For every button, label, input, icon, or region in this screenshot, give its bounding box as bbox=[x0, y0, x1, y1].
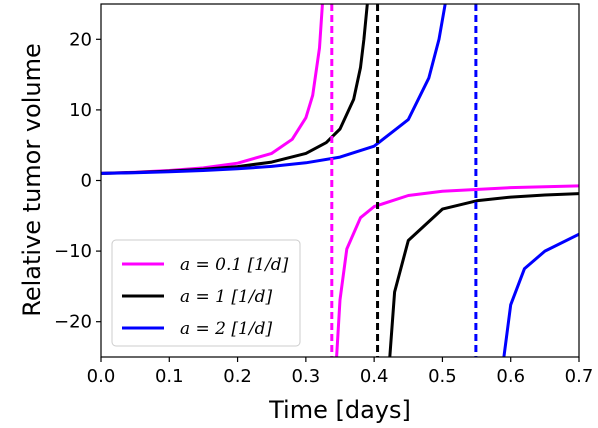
y-tick-label: 0 bbox=[81, 171, 92, 192]
series-1-branch-0 bbox=[101, 4, 369, 175]
asymptote-layer bbox=[330, 4, 478, 357]
x-tick-label: 0.1 bbox=[155, 366, 184, 387]
series-0-branch-1 bbox=[335, 184, 579, 357]
x-tick-label: 0.2 bbox=[223, 366, 252, 387]
x-tick-label: 0.0 bbox=[87, 366, 116, 387]
legend-label-0: a = 0.1 [1/d] bbox=[180, 255, 289, 275]
x-tick-label: 0.7 bbox=[565, 366, 594, 387]
y-tick-label: 20 bbox=[69, 29, 92, 50]
series-2-branch-1 bbox=[502, 232, 579, 357]
legend-label-1: a = 1 [1/d] bbox=[180, 287, 272, 307]
series-2-branch-0 bbox=[101, 4, 447, 175]
x-tick-label: 0.5 bbox=[428, 366, 457, 387]
y-tick-label: −20 bbox=[54, 312, 92, 333]
y-axis: −20 −10 0 10 20 bbox=[54, 29, 101, 333]
x-axis-label: Time [days] bbox=[268, 396, 411, 424]
y-tick-label: −10 bbox=[54, 241, 92, 262]
x-tick-label: 0.4 bbox=[360, 366, 389, 387]
series-1-branch-1 bbox=[388, 192, 579, 357]
curves-layer bbox=[101, 4, 579, 357]
y-tick-label: 10 bbox=[69, 100, 92, 121]
x-tick-label: 0.3 bbox=[292, 366, 321, 387]
legend: a = 0.1 [1/d] a = 1 [1/d] a = 2 [1/d] bbox=[111, 239, 301, 347]
x-axis: 0.0 0.1 0.2 0.3 0.4 0.5 0.6 0.7 bbox=[87, 357, 594, 387]
legend-label-2: a = 2 [1/d] bbox=[180, 319, 272, 339]
y-axis-label: Relative tumor volume bbox=[18, 43, 46, 317]
series-0-branch-0 bbox=[101, 4, 324, 175]
legend-frame bbox=[111, 239, 301, 347]
x-tick-label: 0.6 bbox=[496, 366, 525, 387]
